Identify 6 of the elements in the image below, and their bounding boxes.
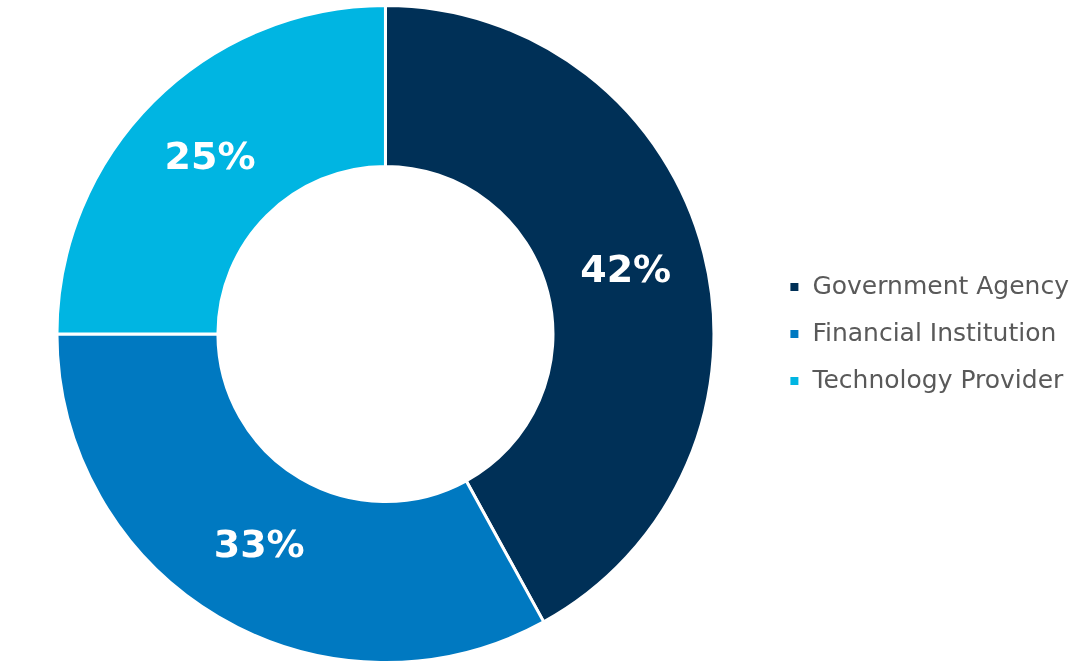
data-label: 25% [164,133,256,178]
data-label: 33% [213,522,305,567]
legend-label: Technology Provider [811,364,1065,394]
data-label: 42% [580,247,672,292]
legend-label: Financial Institution [812,317,1057,347]
legend-label: Government Agency [812,270,1070,300]
